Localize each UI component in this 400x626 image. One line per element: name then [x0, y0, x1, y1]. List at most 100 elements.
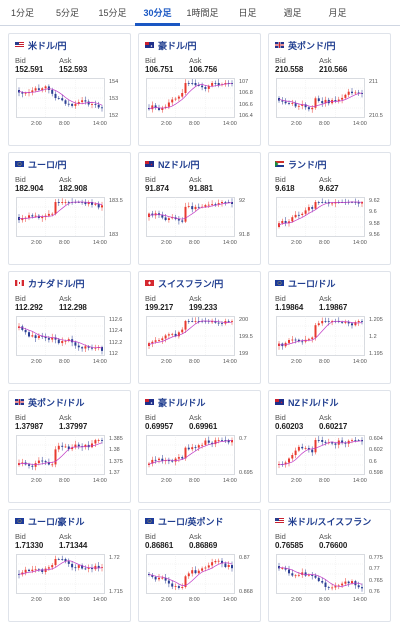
x-tick-label: 14:00: [353, 478, 367, 484]
ask-value: 0.86869: [189, 541, 218, 550]
x-tick-label: 8:00: [189, 478, 200, 484]
y-tick-label: 106.4: [239, 113, 253, 119]
pair-link[interactable]: ランド/円: [275, 159, 327, 170]
y-tick-label: 112.4: [109, 328, 123, 334]
ask-value: 0.60217: [319, 422, 348, 431]
rate-card[interactable]: スイスフラン/円 Bid Ask 199.217 199.233 200 199.5 199 2…: [138, 271, 261, 384]
tab-30min[interactable]: 30分足: [135, 0, 180, 26]
rate-card[interactable]: カナダドル/円 Bid Ask 112.292 112.298 112.6 112.4 112…: [8, 271, 131, 384]
bid-value: 0.69957: [145, 422, 174, 431]
tab-weekly[interactable]: 週足: [283, 8, 302, 18]
x-tick-label: 8:00: [189, 240, 200, 246]
x-tick-label: 8:00: [319, 121, 330, 127]
tab-1min[interactable]: 1分足: [10, 8, 34, 18]
x-tick-label: 2:00: [161, 240, 172, 246]
rate-card[interactable]: 英ポンド/ドル Bid Ask 1.37987 1.37997 1.385 1.38 1.37…: [8, 390, 131, 503]
bid-label: Bid: [15, 56, 26, 65]
rate-card[interactable]: 米ドル/スイスフラン Bid Ask 0.76585 0.76600 0.775 0.77 0…: [268, 509, 391, 622]
x-tick-label: 2:00: [291, 121, 302, 127]
bid-label: Bid: [145, 413, 156, 422]
candlestick-chart: [16, 554, 105, 594]
pair-link[interactable]: NZドル/円: [145, 159, 200, 170]
pair-link[interactable]: ユーロ/円: [15, 159, 67, 170]
y-tick-label: 0.765: [369, 578, 383, 584]
pair-link[interactable]: 米ドル/円: [15, 40, 67, 51]
y-tick-label: 0.87: [239, 555, 250, 561]
pair-link[interactable]: ユーロ/ドル: [275, 278, 336, 289]
pair-name: ユーロ/英ポンド: [158, 516, 224, 527]
x-tick-label: 8:00: [59, 240, 70, 246]
ask-label: Ask: [189, 413, 202, 422]
ask-value: 199.233: [189, 303, 218, 312]
x-tick-label: 8:00: [319, 478, 330, 484]
pair-name: 米ドル/円: [28, 40, 67, 51]
y-tick-label: 200: [239, 317, 249, 323]
rate-card[interactable]: NZドル/ドル Bid Ask 0.60203 0.60217 0.604 0.602 0.6…: [268, 390, 391, 503]
candlestick-chart: [146, 554, 235, 594]
ask-value: 1.19867: [319, 303, 348, 312]
y-tick-label: 1.715: [109, 589, 123, 595]
pair-link[interactable]: 米ドル/スイスフラン: [275, 516, 372, 527]
bid-label: Bid: [275, 175, 286, 184]
rate-card[interactable]: ユーロ/豪ドル Bid Ask 1.71330 1.71344 1.72 1.715 2:00…: [8, 509, 131, 622]
pair-link[interactable]: スイスフラン/円: [145, 278, 224, 289]
bid-value: 210.558: [275, 65, 304, 74]
bid-label: Bid: [15, 294, 26, 303]
rate-card[interactable]: 米ドル/円 Bid Ask 152.591 152.593 154 153 152 2:00 8:…: [8, 33, 131, 146]
bid-value: 0.60203: [275, 422, 304, 431]
rate-card[interactable]: ユーロ/円 Bid Ask 182.904 182.908 183.5 183 2:00 8:0…: [8, 152, 131, 265]
bid-value: 1.19864: [275, 303, 304, 312]
y-tick-label: 152: [109, 113, 119, 119]
pair-link[interactable]: ユーロ/英ポンド: [145, 516, 224, 527]
candlestick-chart: [16, 316, 105, 356]
pair-link[interactable]: カナダドル/円: [15, 278, 85, 289]
tab-daily[interactable]: 日足: [238, 8, 257, 18]
pair-link[interactable]: ユーロ/豪ドル: [15, 516, 85, 527]
pair-name: 英ポンド/円: [288, 40, 336, 51]
ask-value: 1.37997: [59, 422, 88, 431]
bid-value: 182.904: [15, 184, 44, 193]
x-tick-label: 14:00: [93, 478, 107, 484]
x-tick-label: 2:00: [291, 478, 302, 484]
pair-name: スイスフラン/円: [158, 278, 224, 289]
pair-link[interactable]: 英ポンド/円: [275, 40, 336, 51]
tab-5min[interactable]: 5分足: [55, 8, 79, 18]
ask-label: Ask: [59, 294, 72, 303]
candlestick-chart: [146, 316, 235, 356]
pair-name: 米ドル/スイスフラン: [288, 516, 372, 527]
rate-card[interactable]: ユーロ/英ポンド Bid Ask 0.86861 0.86869 0.87 0.868 2:0…: [138, 509, 261, 622]
candlestick-chart: [16, 435, 105, 475]
flag-icon: [15, 42, 28, 48]
pair-name: NZドル/円: [158, 159, 200, 170]
tab-15min[interactable]: 15分足: [98, 8, 127, 18]
tab-monthly[interactable]: 月足: [328, 8, 347, 18]
rate-card[interactable]: ランド/円 Bid Ask 9.618 9.627 9.62 9.6 9.58 9.56 2:00…: [268, 152, 391, 265]
y-tick-label: 1.38: [109, 447, 120, 453]
rate-card[interactable]: NZドル/円 Bid Ask 91.874 91.881 92 91.8 2:00 8:00 14…: [138, 152, 261, 265]
rate-card[interactable]: ユーロ/ドル Bid Ask 1.19864 1.19867 1.205 1.2 1.195 2…: [268, 271, 391, 384]
rate-card[interactable]: 英ポンド/円 Bid Ask 210.558 210.566 211 210.5 2:00 8:…: [268, 33, 391, 146]
pair-name: 英ポンド/ドル: [28, 397, 85, 408]
pair-link[interactable]: 英ポンド/ドル: [15, 397, 85, 408]
y-tick-label: 0.6: [369, 459, 377, 465]
flag-icon: [275, 280, 288, 286]
y-tick-label: 106.8: [239, 90, 253, 96]
tab-1hour[interactable]: 1時間足: [186, 8, 219, 18]
rate-card[interactable]: 豪ドル/ドル Bid Ask 0.69957 0.69961 0.7 0.695 2:00 8:…: [138, 390, 261, 503]
y-tick-label: 9.62: [369, 198, 380, 204]
y-tick-label: 153: [109, 96, 119, 102]
rate-card[interactable]: 豪ドル/円 Bid Ask 106.751 106.756 107 106.8 106.6 10…: [138, 33, 261, 146]
x-tick-label: 14:00: [223, 597, 237, 603]
pair-link[interactable]: 豪ドル/ドル: [145, 397, 206, 408]
y-tick-label: 0.775: [369, 555, 383, 561]
candlestick-chart: [276, 554, 365, 594]
pair-link[interactable]: NZドル/ドル: [275, 397, 339, 408]
bid-label: Bid: [15, 413, 26, 422]
y-tick-label: 211: [369, 79, 378, 85]
ask-label: Ask: [59, 56, 72, 65]
pair-link[interactable]: 豪ドル/円: [145, 40, 197, 51]
bid-value: 152.591: [15, 65, 44, 74]
pair-name: ユーロ/円: [28, 159, 67, 170]
ask-label: Ask: [319, 532, 332, 541]
y-tick-label: 112.6: [109, 317, 123, 323]
